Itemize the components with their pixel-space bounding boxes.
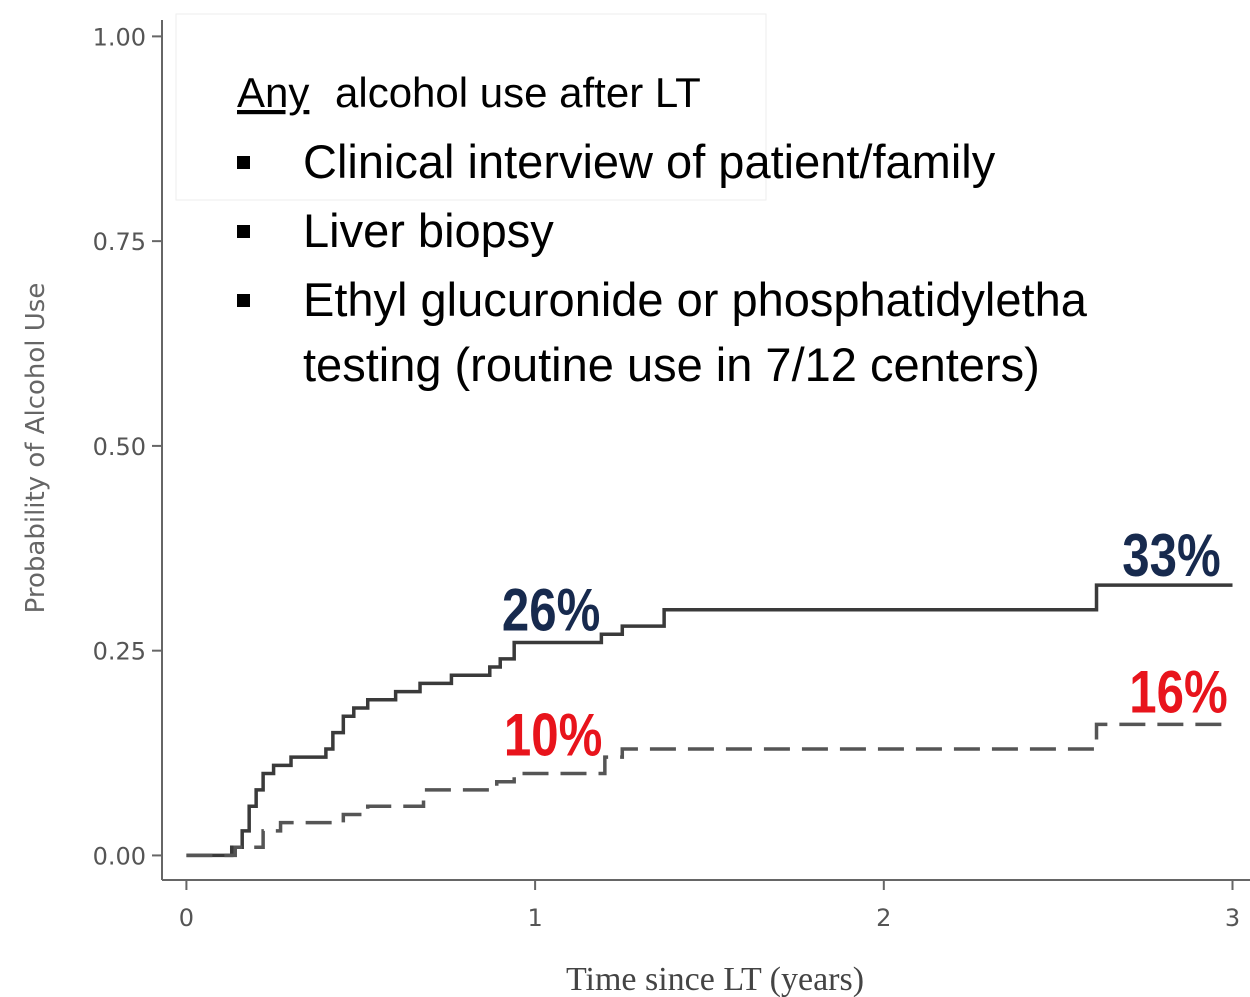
bullet — [237, 156, 250, 169]
overlay-text: Any alcohol use after LT Clinical intervie… — [237, 69, 1088, 391]
y-tick-label: 0.00 — [93, 842, 146, 870]
x-tick-label: 0 — [179, 904, 194, 932]
value-label: 26% — [502, 576, 600, 644]
x-tick-label: 1 — [527, 904, 542, 932]
x-tick-label: 3 — [1225, 904, 1240, 932]
bullet — [237, 225, 250, 238]
bullet-text: Liver biopsy — [303, 204, 554, 257]
heading-link: Any — [237, 69, 309, 116]
value-label: 10% — [504, 701, 602, 769]
overlay-box — [175, 13, 767, 201]
value-label: 33% — [1122, 521, 1220, 589]
y-axis-title: Probability of Alcohol Use — [21, 283, 51, 614]
y-tick-label: 1.00 — [93, 23, 146, 51]
y-tick-label: 0.50 — [93, 433, 146, 461]
x-axis-title: Time since LT (years) — [566, 961, 864, 997]
bullet — [237, 294, 250, 307]
x-tick-label: 2 — [876, 904, 891, 932]
y-tick-label: 0.75 — [93, 228, 146, 256]
heading: alcohol use after LT — [335, 69, 701, 116]
bullet-text: Clinical interview of patient/family — [303, 135, 996, 188]
km-curve — [186, 722, 1233, 858]
bullet-text: testing (routine use in 7/12 centers) — [303, 338, 1040, 391]
km-curve — [186, 583, 1233, 858]
value-label: 16% — [1129, 658, 1227, 726]
y-tick-label: 0.25 — [93, 638, 146, 666]
bullet-text: Ethyl glucuronide or phosphatidyletha — [303, 273, 1088, 326]
